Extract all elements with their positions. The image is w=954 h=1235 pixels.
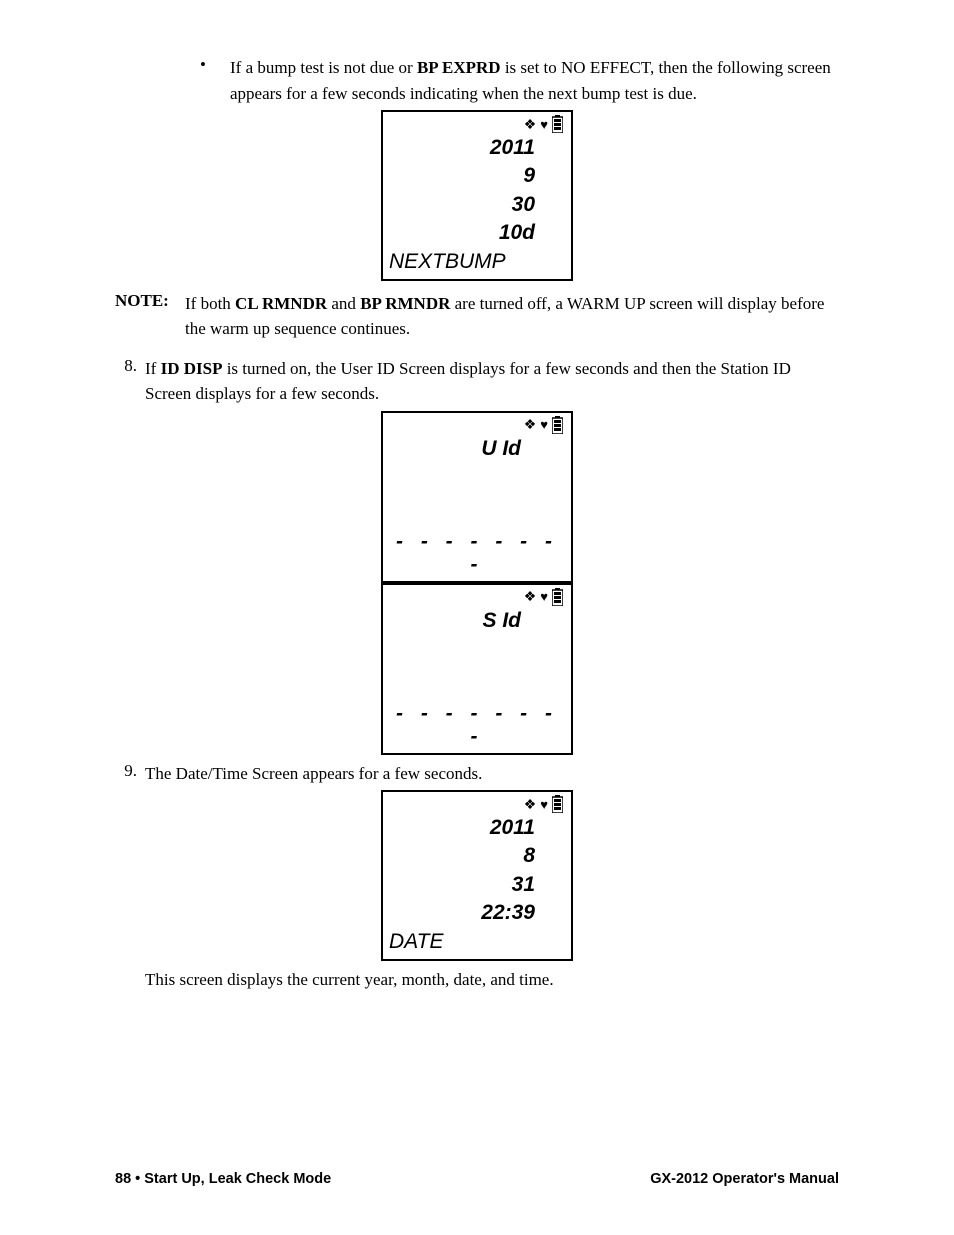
lcd-date: ❖ ♥ 2011 8 31 22:39 DATE (381, 790, 573, 961)
lcd-uid-wrap: ❖ ♥ U Id - - - - - - - - (115, 411, 839, 583)
heart-icon: ♥ (540, 417, 548, 432)
step-9: 9. The Date/Time Screen appears for a fe… (115, 761, 839, 787)
lcd-nextbump: ❖ ♥ 2011 9 30 10d NEXTBUMP (381, 110, 573, 281)
note-text: If both CL RMNDR and BP RMNDR are turned… (185, 291, 839, 342)
fan-icon: ❖ (524, 588, 537, 605)
heart-icon: ♥ (540, 797, 548, 812)
lcd-uid: ❖ ♥ U Id - - - - - - - - (381, 411, 573, 583)
step-8: 8. If ID DISP is turned on, the User ID … (115, 356, 839, 407)
after-step9-text: This screen displays the current year, m… (145, 967, 839, 993)
page-footer: 88 • Start Up, Leak Check Mode GX-2012 O… (115, 1171, 839, 1187)
footer-right: GX-2012 Operator's Manual (650, 1171, 839, 1187)
battery-icon (552, 588, 563, 606)
heart-icon: ♥ (540, 117, 548, 132)
lcd-footer: DATE (389, 927, 565, 954)
lcd-icons: ❖ ♥ (389, 794, 565, 814)
fan-icon: ❖ (524, 116, 537, 133)
t: ID DISP (161, 359, 223, 378)
t: If both (185, 294, 235, 313)
heart-icon: ♥ (540, 589, 548, 604)
lcd-nextbump-wrap: ❖ ♥ 2011 9 30 10d NEXTBUMP (115, 110, 839, 281)
step-text: The Date/Time Screen appears for a few s… (145, 761, 482, 787)
fan-icon: ❖ (524, 416, 537, 433)
t: BP EXPRD (417, 58, 501, 77)
t: BP RMNDR (360, 294, 450, 313)
t: CL RMNDR (235, 294, 327, 313)
lcd-dashes: - - - - - - - - (389, 700, 565, 748)
lcd-date-wrap: ❖ ♥ 2011 8 31 22:39 DATE (115, 790, 839, 961)
lcd-dashes: - - - - - - - - (389, 528, 565, 576)
battery-icon (552, 115, 563, 133)
lcd-title: S Id (389, 607, 565, 635)
lcd-icons: ❖ ♥ (389, 415, 565, 435)
bullet-mark: • (200, 55, 230, 106)
lcd-icons: ❖ ♥ (389, 114, 565, 134)
lcd-line: 10d (389, 219, 565, 247)
lcd-title: U Id (389, 435, 565, 463)
lcd-footer: NEXTBUMP (389, 247, 565, 274)
fan-icon: ❖ (524, 796, 537, 813)
bullet-text: If a bump test is not due or BP EXPRD is… (230, 55, 839, 106)
lcd-sid-wrap: ❖ ♥ S Id - - - - - - - - (115, 583, 839, 755)
battery-icon (552, 795, 563, 813)
step-text: If ID DISP is turned on, the User ID Scr… (145, 356, 839, 407)
footer-left: 88 • Start Up, Leak Check Mode (115, 1171, 331, 1187)
bullet-item: • If a bump test is not due or BP EXPRD … (200, 55, 839, 106)
lcd-line: 2011 (389, 134, 565, 162)
t: and (327, 294, 360, 313)
lcd-line: 30 (389, 191, 565, 219)
t: If (145, 359, 161, 378)
note-block: NOTE: If both CL RMNDR and BP RMNDR are … (115, 291, 839, 342)
note-label: NOTE: (115, 291, 185, 342)
step-num: 9. (115, 761, 145, 787)
battery-icon (552, 416, 563, 434)
t: is turned on, the User ID Screen display… (145, 359, 791, 404)
lcd-line: 9 (389, 162, 565, 190)
step-num: 8. (115, 356, 145, 407)
t: If a bump test is not due or (230, 58, 417, 77)
lcd-line: 31 (389, 871, 565, 899)
lcd-line: 2011 (389, 814, 565, 842)
lcd-line: 8 (389, 842, 565, 870)
lcd-sid: ❖ ♥ S Id - - - - - - - - (381, 583, 573, 755)
lcd-line: 22:39 (389, 899, 565, 927)
lcd-icons: ❖ ♥ (389, 587, 565, 607)
